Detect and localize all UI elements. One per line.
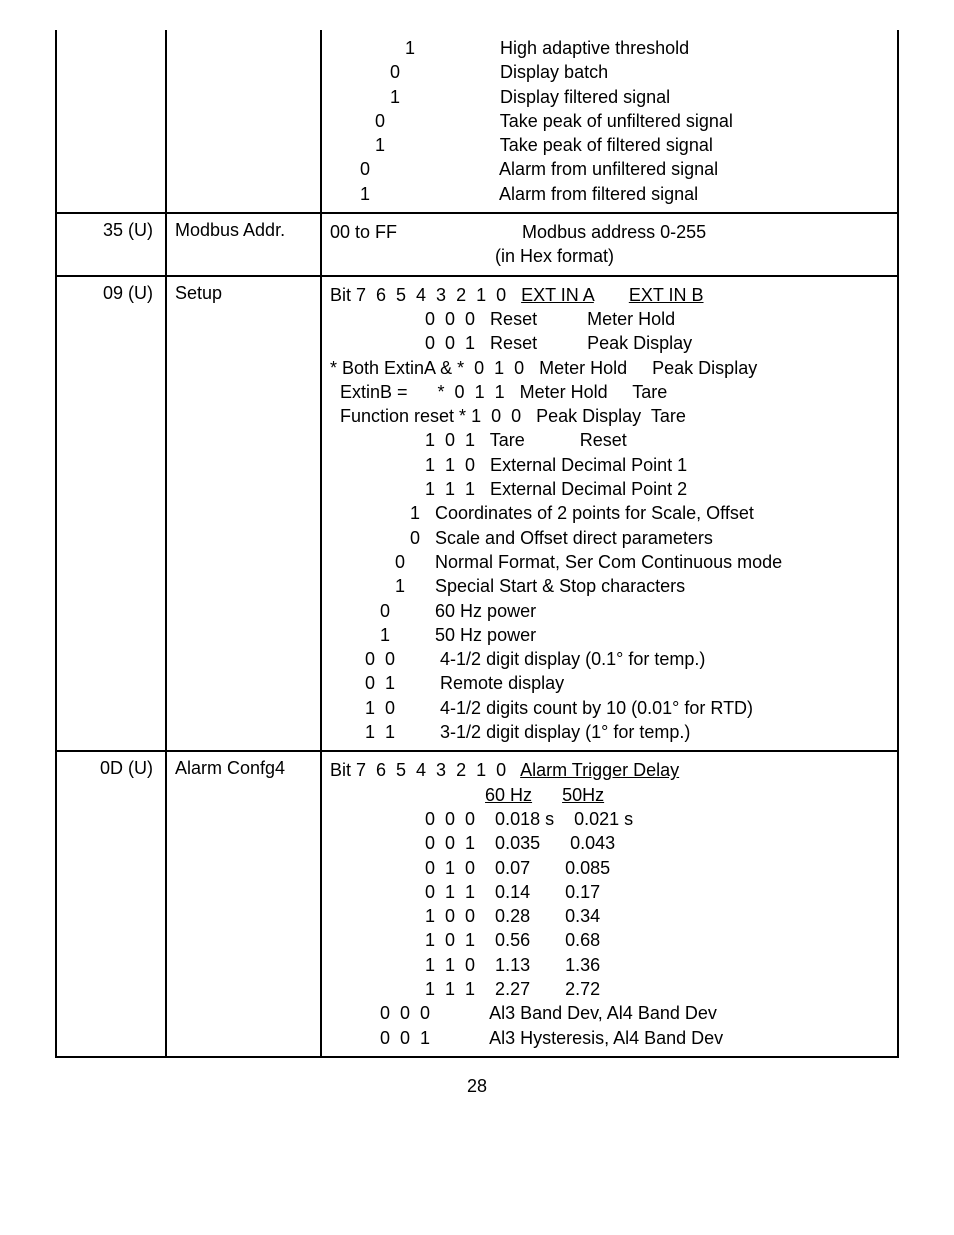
- cell-body: 1 High adaptive threshold 0 Display batc…: [321, 30, 898, 213]
- table-row: 35 (U) Modbus Addr. 00 to FF Modbus addr…: [56, 213, 898, 276]
- table-row: 0D (U) Alarm Confg4 Bit 7 6 5 4 3 2 1 0 …: [56, 751, 898, 1057]
- cell-label: [166, 30, 321, 213]
- cell-label: Setup: [166, 276, 321, 752]
- table-row: 1 High adaptive threshold 0 Display batc…: [56, 30, 898, 213]
- cell-body: Bit 7 6 5 4 3 2 1 0 Alarm Trigger Delay …: [321, 751, 898, 1057]
- cell-label: Modbus Addr.: [166, 213, 321, 276]
- body-pre: 1 High adaptive threshold 0 Display batc…: [330, 36, 889, 206]
- page-number: 28: [55, 1076, 899, 1097]
- cell-addr: 0D (U): [56, 751, 166, 1057]
- body-pre: 00 to FF Modbus address 0-255 (in Hex fo…: [330, 220, 889, 269]
- cell-addr: 35 (U): [56, 213, 166, 276]
- cell-label: Alarm Confg4: [166, 751, 321, 1057]
- cell-body: Bit 7 6 5 4 3 2 1 0 EXT IN A EXT IN B 0 …: [321, 276, 898, 752]
- cell-addr: [56, 30, 166, 213]
- table-row: 09 (U) Setup Bit 7 6 5 4 3 2 1 0 EXT IN …: [56, 276, 898, 752]
- body-pre: Bit 7 6 5 4 3 2 1 0 Alarm Trigger Delay …: [330, 758, 889, 1050]
- cell-addr: 09 (U): [56, 276, 166, 752]
- body-pre: Bit 7 6 5 4 3 2 1 0 EXT IN A EXT IN B 0 …: [330, 283, 889, 745]
- cell-body: 00 to FF Modbus address 0-255 (in Hex fo…: [321, 213, 898, 276]
- spec-table: 1 High adaptive threshold 0 Display batc…: [55, 30, 899, 1058]
